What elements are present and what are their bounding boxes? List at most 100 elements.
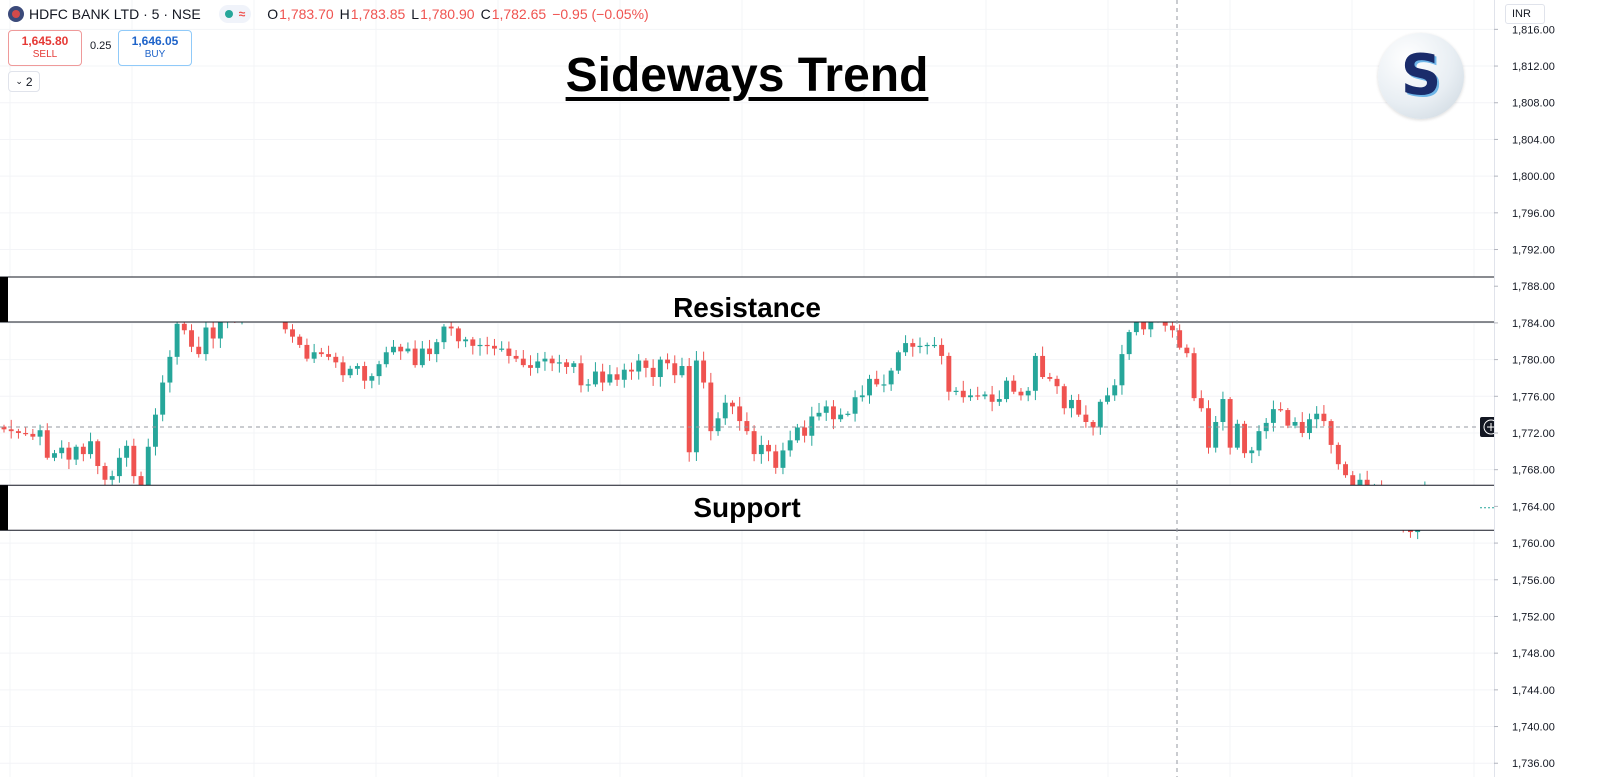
currency-selector[interactable]: INR: [1505, 4, 1545, 24]
candle-body: [895, 352, 901, 371]
indicators-toggle-button[interactable]: ⌄ 2: [8, 71, 40, 92]
buy-label: BUY: [144, 49, 166, 60]
high-label: H: [339, 6, 350, 22]
candle-body: [715, 418, 721, 432]
candle-body: [318, 352, 324, 355]
candle-body: [903, 343, 909, 353]
candle-body: [607, 374, 613, 383]
candle-body: [362, 366, 368, 381]
zone-left-handle: [0, 485, 8, 531]
candle-body: [1040, 355, 1046, 378]
indicators-count: 2: [25, 74, 33, 89]
candle-body: [845, 413, 851, 415]
candle-body: [405, 348, 411, 352]
high-value: 1,783.85: [350, 6, 406, 22]
candle-body: [1061, 386, 1067, 409]
candle-body: [1004, 380, 1009, 400]
candle-body: [513, 355, 519, 359]
candle-body: [1083, 414, 1089, 422]
low-value: 1,780.90: [420, 6, 475, 22]
symbol-name[interactable]: HDFC BANK LTD · 5 · NSE: [29, 6, 201, 22]
candle-body: [996, 399, 1002, 402]
candle-body: [1090, 421, 1096, 428]
candle-body: [398, 346, 404, 352]
candle-body: [650, 367, 656, 378]
candle-body: [217, 321, 223, 339]
market-open-icon: [224, 10, 233, 18]
zone-band: [0, 277, 1600, 322]
buy-button[interactable]: 1,646.05 BUY: [118, 30, 192, 66]
candle-body: [693, 360, 699, 453]
candle-body: [708, 382, 714, 432]
y-tick-label: 1,780.00: [1512, 355, 1555, 367]
candle-body: [1105, 395, 1110, 402]
candle-body: [189, 330, 194, 347]
candle-body: [506, 348, 512, 356]
candle-body: [1054, 378, 1060, 387]
candle-body: [571, 363, 577, 367]
candle-body: [968, 395, 973, 398]
candle-body: [419, 348, 425, 366]
candle-body: [867, 378, 872, 396]
y-tick-label: 1,752.00: [1512, 611, 1555, 623]
candle-body: [1227, 399, 1233, 448]
candle-body: [766, 444, 771, 452]
y-tick-label: 1,772.00: [1512, 428, 1555, 440]
candle-body: [1314, 413, 1320, 420]
candle-body: [160, 382, 166, 415]
candle-body: [326, 354, 332, 357]
candle-body: [830, 406, 836, 420]
candle-body: [1328, 421, 1334, 445]
candle-body: [434, 342, 440, 355]
candle-body: [15, 431, 21, 433]
candle-body: [636, 360, 642, 372]
price-axis: 1,816.00 1,812.00 1,808.00 1,804.00 1,800.00…: [1494, 0, 1600, 777]
y-tick-label: 1,812.00: [1512, 61, 1555, 73]
candle-body: [1097, 401, 1103, 428]
candle-body: [982, 394, 988, 397]
price-axis-bg: [1494, 0, 1600, 777]
sell-button[interactable]: 1,645.80 SELL: [8, 30, 82, 66]
candle-body: [773, 451, 779, 468]
candle-body: [369, 376, 375, 381]
y-tick-label: 1,796.00: [1512, 208, 1555, 220]
sell-label: SELL: [32, 49, 58, 60]
candle-body: [823, 406, 829, 413]
candle-body: [931, 344, 937, 347]
candle-body: [333, 356, 339, 363]
candle-body: [946, 355, 952, 392]
candle-body: [59, 447, 65, 454]
candle-body: [989, 394, 995, 402]
zone-left-handle: [0, 277, 8, 322]
candle-body: [1076, 399, 1082, 415]
candle-body: [1032, 355, 1038, 391]
candle-body: [564, 362, 570, 367]
candle-body: [492, 345, 497, 349]
y-tick-label: 1,736.00: [1512, 758, 1555, 770]
market-status-pill[interactable]: ≈: [218, 5, 252, 23]
candle-body: [203, 327, 209, 355]
y-tick-label: 1,788.00: [1512, 281, 1555, 293]
candle-body: [1112, 385, 1118, 396]
candle-body: [455, 328, 461, 342]
candle-body: [448, 326, 454, 329]
zone-band: [0, 485, 1600, 531]
candle-body: [347, 368, 353, 376]
candle-body: [643, 360, 649, 368]
delay-icon: ≈: [238, 7, 246, 21]
candle-body: [1220, 399, 1226, 422]
candle-body: [80, 446, 86, 455]
candle-body: [196, 346, 202, 355]
candle-body: [499, 348, 505, 350]
candle-body: [477, 344, 483, 347]
y-tick-label: 1,760.00: [1512, 538, 1555, 550]
candle-body: [520, 358, 526, 366]
candle-body: [484, 344, 490, 347]
candle-body: [629, 369, 634, 372]
candle-body: [621, 369, 627, 380]
candle-body: [737, 406, 743, 422]
candle-body: [1343, 464, 1348, 476]
candle-body: [181, 323, 187, 331]
candle-body: [116, 457, 122, 477]
